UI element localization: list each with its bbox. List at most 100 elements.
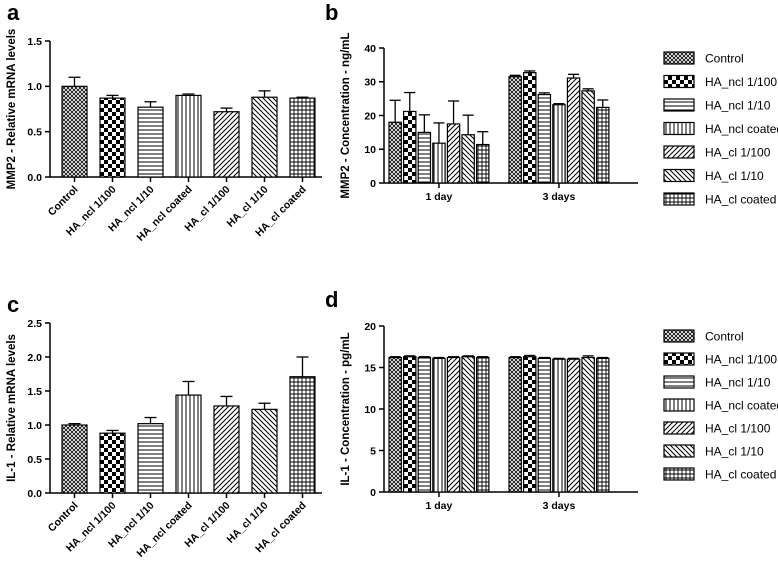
legend-label: HA_cl 1/10 xyxy=(705,169,764,183)
bar xyxy=(403,110,417,184)
bar xyxy=(61,85,88,178)
y-tick-label: 15 xyxy=(364,362,376,374)
bar xyxy=(552,358,566,493)
y-tick-label: 2.5 xyxy=(27,318,42,330)
panel-letter-a: a xyxy=(7,0,20,25)
x-category-label: 3 days xyxy=(543,191,576,203)
bar xyxy=(403,356,417,493)
y-tick-label: 1.0 xyxy=(27,81,42,93)
legend-top: Control HA_ncl 1/100 HA_ncl 1/10 HA_ncl coa… xyxy=(663,51,778,207)
bar xyxy=(99,432,126,494)
bar xyxy=(508,356,522,493)
bar xyxy=(552,104,566,184)
bar xyxy=(461,134,475,184)
chart-c-il1-mrna: 0.0 0.5 1.0 1.5 2.0 2.5 IL-1 - Relative mRNA l… xyxy=(6,318,322,560)
bar xyxy=(388,121,402,184)
y-tick-label: 1.5 xyxy=(27,386,42,398)
bar xyxy=(476,143,490,184)
y-tick-label: 20 xyxy=(364,321,376,333)
bar xyxy=(213,405,240,494)
legend-swatch xyxy=(663,421,695,435)
y-tick-label: 10 xyxy=(364,144,376,156)
bar xyxy=(289,97,316,178)
y-tick-label: 0.5 xyxy=(27,454,42,466)
legend-swatch xyxy=(663,444,695,458)
legend-label: HA_cl coated xyxy=(705,468,776,482)
x-category-label: 1 day xyxy=(426,191,453,203)
chart-a-mmp2-mrna: 0.0 0.5 1.0 1.5 MMP2 - Relative mRNA levels C… xyxy=(6,29,322,244)
bar xyxy=(251,408,278,494)
legend-bottom: Control HA_ncl 1/100 HA_ncl 1/10 HA_ncl coa… xyxy=(663,329,778,482)
chart-b-mmp2-concentration: 0 10 20 30 40 MMP2 - Concentration - ng/mL 1 d… xyxy=(340,32,638,203)
bar xyxy=(461,356,475,493)
y-tick-label: 0.0 xyxy=(27,172,42,184)
y-tick-label: 10 xyxy=(364,404,376,416)
legend-label: HA_ncl coated xyxy=(705,122,778,136)
bar xyxy=(595,106,610,184)
bar xyxy=(388,356,402,493)
legend-swatch xyxy=(663,398,695,412)
legend-swatch xyxy=(663,192,695,206)
bar xyxy=(595,357,610,493)
y-tick-label: 0.0 xyxy=(27,488,42,500)
panel-letter-d: d xyxy=(325,287,338,312)
y-tick-label: 0.5 xyxy=(27,126,42,138)
legend-swatch xyxy=(663,145,695,159)
bar xyxy=(432,357,446,493)
bar xyxy=(476,356,490,493)
y-tick-label: 30 xyxy=(364,77,376,89)
legend-swatch xyxy=(663,467,695,481)
bar xyxy=(251,96,278,178)
legend-label: HA_ncl coated xyxy=(705,399,778,413)
legend-label: HA_cl 1/100 xyxy=(705,146,771,160)
y-tick-label: 40 xyxy=(364,43,376,55)
bar xyxy=(417,131,432,184)
y-axis-title: IL-1 - Relative mRNA levels xyxy=(6,334,18,482)
bar xyxy=(522,356,537,493)
bar xyxy=(137,423,164,494)
chart-d-il1-concentration: 0 5 10 15 20 IL-1 - Concentration - pg/mL 1 da… xyxy=(340,321,638,512)
panel-letter-b: b xyxy=(325,0,338,25)
y-tick-label: 0 xyxy=(370,487,376,499)
x-category-label: 1 day xyxy=(426,500,453,512)
legend-swatch xyxy=(663,375,695,389)
bar xyxy=(61,424,88,494)
legend-swatch xyxy=(663,329,695,343)
y-axis-title: MMP2 - Relative mRNA levels xyxy=(6,29,18,190)
bar xyxy=(137,106,164,178)
x-category-label: Control xyxy=(46,184,81,219)
legend-swatch xyxy=(663,51,695,65)
bar xyxy=(581,356,595,493)
y-tick-label: 2.0 xyxy=(27,352,42,364)
y-tick-label: 0 xyxy=(370,178,376,190)
bar xyxy=(99,97,126,178)
bar xyxy=(566,358,581,493)
legend-swatch xyxy=(663,352,695,366)
legend-label: HA_ncl 1/100 xyxy=(705,353,777,367)
legend-label: HA_ncl 1/100 xyxy=(705,75,777,89)
panel-letter-c: c xyxy=(7,292,19,317)
legend-swatch xyxy=(663,168,695,183)
legend-swatch xyxy=(663,98,695,112)
bar xyxy=(289,376,316,494)
y-axis-title: IL-1 - Concentration - pg/mL xyxy=(340,332,352,485)
bar xyxy=(446,123,461,184)
y-tick-label: 1.0 xyxy=(27,420,42,432)
legend-swatch xyxy=(663,74,695,89)
bar xyxy=(446,356,461,493)
legend-label: HA_cl coated xyxy=(705,193,776,207)
y-tick-label: 5 xyxy=(370,445,376,457)
bar xyxy=(417,356,432,493)
y-tick-label: 1.5 xyxy=(27,36,42,48)
bar xyxy=(581,90,595,184)
legend-swatch xyxy=(663,121,695,136)
bar xyxy=(508,76,522,184)
y-axis-title: MMP2 - Concentration - ng/mL xyxy=(340,32,352,198)
bar xyxy=(537,93,552,184)
bar xyxy=(537,357,552,493)
legend-label: Control xyxy=(705,330,744,344)
legend-label: HA_cl 1/10 xyxy=(705,445,764,459)
legend-label: HA_ncl 1/10 xyxy=(705,99,771,113)
legend-label: HA_ncl 1/10 xyxy=(705,376,771,390)
